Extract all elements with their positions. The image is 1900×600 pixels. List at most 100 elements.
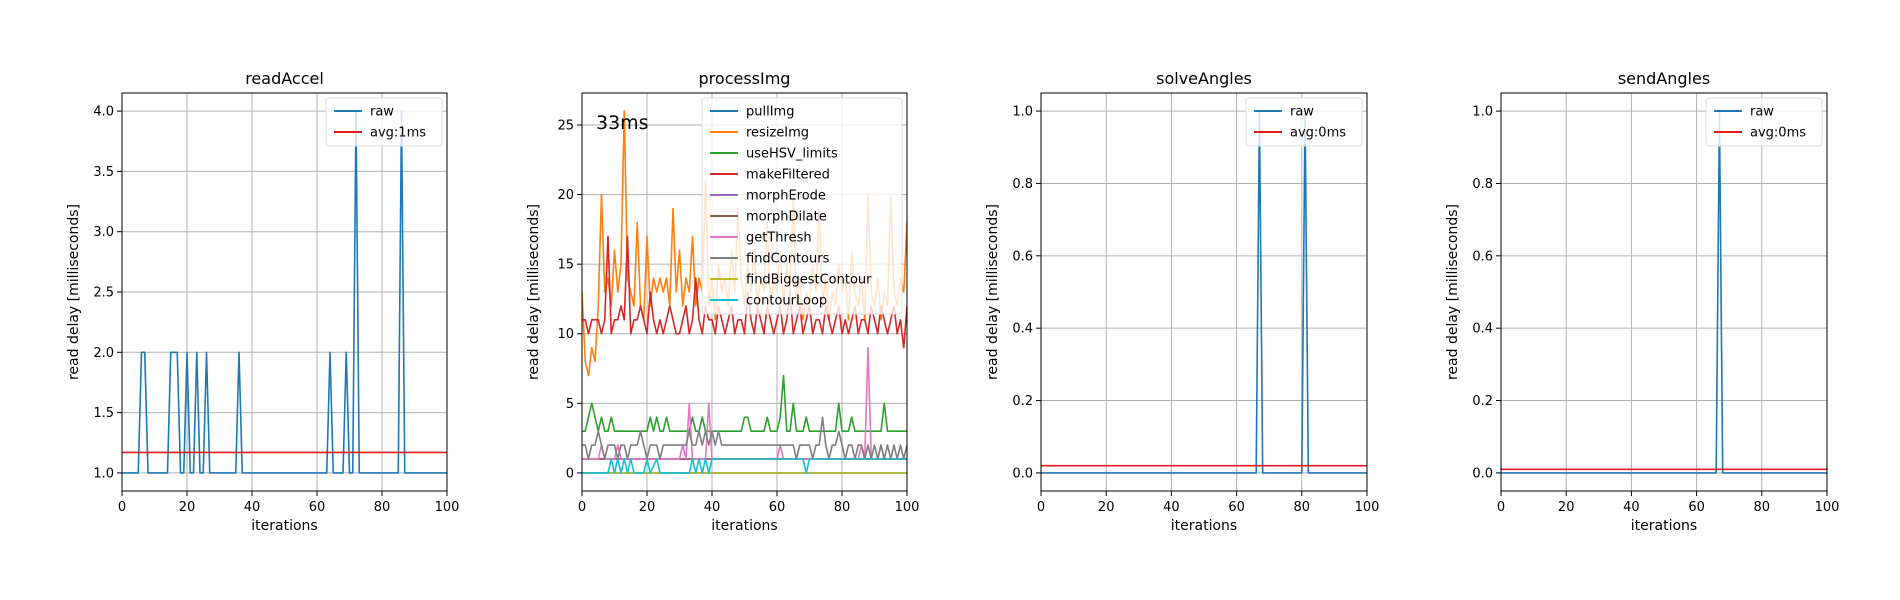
y-tick-label: 0.4	[1472, 322, 1493, 337]
chart-panel-3: 0 20 40 60 80 100 0.0 0.2 0.4 0.6 0.8 1.0 sendAngles…	[1445, 69, 1839, 534]
legend-label: avg:1ms	[370, 126, 426, 141]
x-tick-label: 60	[309, 500, 326, 515]
legend-label: morphErode	[746, 189, 826, 204]
x-tick-label: 100	[435, 500, 460, 515]
x-tick-label: 100	[1815, 500, 1840, 515]
legend: pullImg resizeImg useHSV_limits makeFiltere…	[701, 97, 903, 315]
legend-label: raw	[1750, 105, 1774, 120]
plot-frame	[1500, 92, 1828, 492]
x-tick-label: 80	[834, 500, 851, 515]
legend-label: raw	[1290, 105, 1314, 120]
y-axis-label: read delay [milliseconds]	[1445, 204, 1461, 380]
y-tick-label: 5	[566, 397, 574, 412]
legend-label: avg:0ms	[1290, 126, 1346, 141]
chart-title: solveAngles	[1156, 69, 1252, 88]
y-tick-label: 3.0	[93, 225, 114, 240]
series-line-9	[582, 458, 907, 474]
legend: raw avg:0ms	[1705, 97, 1823, 147]
y-tick-label: 2.0	[93, 346, 114, 361]
legend-label: resizeImg	[746, 126, 809, 141]
y-tick-label: 0.6	[1012, 249, 1033, 264]
y-tick-label: 0.4	[1012, 322, 1033, 337]
legend-label: avg:0ms	[1750, 126, 1806, 141]
chart-title: processImg	[699, 69, 791, 88]
x-tick-label: 80	[1754, 500, 1771, 515]
x-tick-label: 80	[374, 500, 391, 515]
x-tick-label: 20	[1098, 500, 1115, 515]
y-tick-label: 15	[557, 258, 574, 273]
y-tick-label: 1.0	[1472, 105, 1493, 120]
legend: raw avg:0ms	[1245, 97, 1363, 147]
x-axis-label: iterations	[1171, 518, 1237, 534]
x-tick-label: 100	[1355, 500, 1380, 515]
x-tick-label: 60	[769, 500, 786, 515]
y-tick-label: 3.5	[93, 165, 114, 180]
y-tick-label: 0.0	[1472, 466, 1493, 481]
x-tick-label: 80	[1294, 500, 1311, 515]
x-tick-label: 20	[1558, 500, 1575, 515]
series-line-0	[122, 110, 447, 474]
legend-label: makeFiltered	[746, 168, 830, 183]
plot-frame	[581, 92, 908, 492]
y-tick-label: 1.0	[93, 466, 114, 481]
grid	[1040, 93, 1368, 491]
y-axis-label: read delay [milliseconds]	[66, 204, 82, 380]
series-line-0	[1041, 110, 1367, 474]
x-tick-label: 40	[704, 500, 721, 515]
y-tick-label: 1.0	[1012, 105, 1033, 120]
legend-label: raw	[370, 105, 394, 120]
legend-label: getThresh	[746, 231, 812, 246]
y-tick-label: 10	[557, 327, 574, 342]
chart-panel-2: 0 20 40 60 80 100 0.0 0.2 0.4 0.6 0.8 1.0 solveAngle…	[985, 69, 1379, 534]
series-line-7	[582, 416, 907, 460]
x-axis-label: iterations	[1631, 518, 1697, 534]
y-tick-label: 4.0	[93, 105, 114, 120]
x-tick-label: 0	[1497, 500, 1505, 515]
x-axis-label: iterations	[251, 518, 317, 534]
x-tick-label: 60	[1228, 500, 1245, 515]
plot-frame	[1040, 92, 1368, 492]
x-tick-label: 100	[895, 500, 920, 515]
y-axis-label: read delay [milliseconds]	[526, 204, 542, 380]
legend-label: findBiggestContour	[746, 273, 872, 288]
series-line-2	[582, 374, 907, 432]
x-tick-label: 20	[179, 500, 196, 515]
x-tick-label: 20	[639, 500, 656, 515]
legend-label: morphDilate	[746, 210, 827, 225]
legend-label: contourLoop	[746, 294, 827, 309]
x-tick-label: 40	[244, 500, 261, 515]
y-tick-label: 0.8	[1472, 177, 1493, 192]
chart-title: sendAngles	[1618, 69, 1710, 88]
y-tick-label: 0.6	[1472, 249, 1493, 264]
y-tick-label: 0	[566, 466, 574, 481]
total-time-annotation: 33ms	[596, 112, 649, 134]
chart-panel-0: 0 20 40 60 80 100 1.0 1.5 2.0 2.5 3.0 3.5 4.0 readAcc…	[66, 69, 459, 534]
legend: raw avg:1ms	[325, 97, 443, 147]
y-tick-label: 0.8	[1012, 177, 1033, 192]
series-line-3	[582, 235, 907, 349]
grid	[1500, 93, 1828, 491]
legend-label: pullImg	[746, 105, 794, 120]
y-axis-label: read delay [milliseconds]	[985, 204, 1001, 380]
legend-label: findContours	[746, 252, 830, 267]
y-tick-label: 0.0	[1012, 466, 1033, 481]
y-tick-label: 2.5	[93, 286, 114, 301]
x-tick-label: 0	[1037, 500, 1045, 515]
y-tick-label: 1.5	[93, 406, 114, 421]
legend-label: useHSV_limits	[746, 147, 838, 162]
chart-panel-1: 0 20 40 60 80 100 0 5 10 15 20 25 processImg iteratio…	[526, 69, 919, 534]
y-tick-label: 25	[557, 119, 574, 134]
y-tick-label: 20	[557, 188, 574, 203]
x-tick-label: 40	[1623, 500, 1640, 515]
legend-box	[701, 97, 903, 315]
x-tick-label: 60	[1688, 500, 1705, 515]
x-axis-label: iterations	[711, 518, 777, 534]
x-tick-label: 0	[578, 500, 586, 515]
series-line-6	[582, 346, 907, 460]
y-tick-label: 0.2	[1472, 394, 1493, 409]
x-tick-label: 40	[1163, 500, 1180, 515]
x-tick-label: 0	[118, 500, 126, 515]
series-line-0	[1501, 110, 1827, 474]
y-tick-label: 0.2	[1012, 394, 1033, 409]
